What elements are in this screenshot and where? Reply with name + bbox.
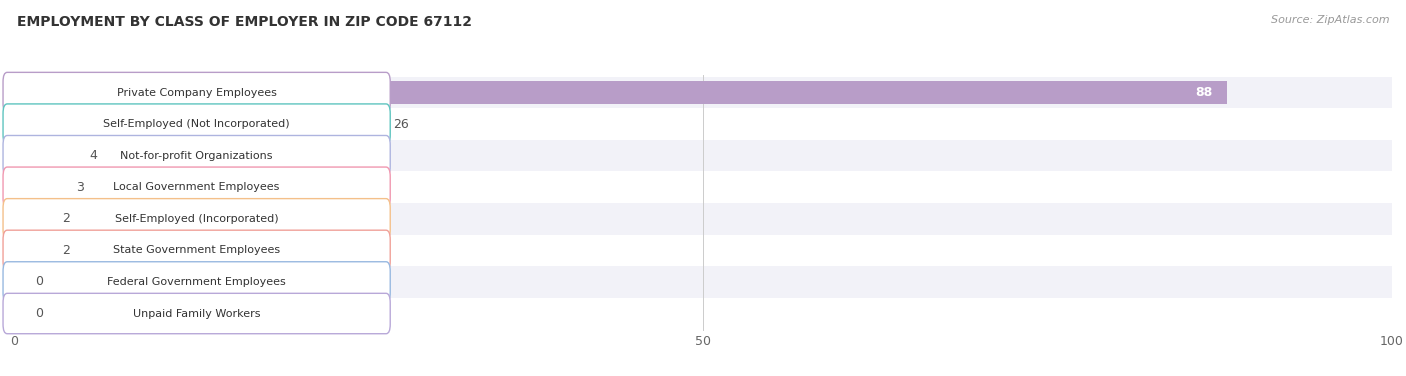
FancyBboxPatch shape bbox=[3, 72, 391, 113]
Text: 26: 26 bbox=[394, 118, 409, 130]
Text: Local Government Employees: Local Government Employees bbox=[114, 182, 280, 192]
Text: 4: 4 bbox=[90, 149, 98, 162]
FancyBboxPatch shape bbox=[3, 135, 391, 176]
Text: Private Company Employees: Private Company Employees bbox=[117, 88, 277, 97]
Text: Self-Employed (Incorporated): Self-Employed (Incorporated) bbox=[115, 214, 278, 224]
Text: State Government Employees: State Government Employees bbox=[112, 246, 280, 255]
Text: Not-for-profit Organizations: Not-for-profit Organizations bbox=[121, 151, 273, 161]
Bar bbox=[14, 77, 1392, 108]
Bar bbox=[14, 203, 1392, 235]
FancyBboxPatch shape bbox=[3, 167, 391, 208]
FancyBboxPatch shape bbox=[3, 104, 391, 144]
FancyBboxPatch shape bbox=[3, 199, 391, 239]
Text: 88: 88 bbox=[1195, 86, 1213, 99]
Bar bbox=[14, 140, 1392, 171]
Bar bbox=[14, 239, 42, 262]
Bar bbox=[14, 235, 1392, 266]
FancyBboxPatch shape bbox=[3, 230, 391, 271]
Text: Federal Government Employees: Federal Government Employees bbox=[107, 277, 285, 287]
Text: 0: 0 bbox=[35, 276, 42, 288]
Text: EMPLOYMENT BY CLASS OF EMPLOYER IN ZIP CODE 67112: EMPLOYMENT BY CLASS OF EMPLOYER IN ZIP C… bbox=[17, 15, 472, 29]
FancyBboxPatch shape bbox=[3, 293, 391, 334]
Text: Self-Employed (Not Incorporated): Self-Employed (Not Incorporated) bbox=[103, 119, 290, 129]
Text: Unpaid Family Workers: Unpaid Family Workers bbox=[134, 309, 260, 318]
Bar bbox=[14, 298, 1392, 329]
Bar bbox=[14, 81, 1226, 104]
Bar bbox=[14, 266, 1392, 298]
Bar bbox=[14, 208, 42, 230]
Text: 2: 2 bbox=[62, 212, 70, 225]
Bar bbox=[14, 171, 1392, 203]
Bar bbox=[14, 144, 69, 167]
Text: 0: 0 bbox=[35, 307, 42, 320]
Bar bbox=[14, 113, 373, 135]
Text: 2: 2 bbox=[62, 244, 70, 257]
Bar bbox=[14, 108, 1392, 140]
FancyBboxPatch shape bbox=[3, 262, 391, 302]
Text: 3: 3 bbox=[76, 181, 84, 194]
Text: Source: ZipAtlas.com: Source: ZipAtlas.com bbox=[1271, 15, 1389, 25]
Bar bbox=[14, 176, 55, 199]
